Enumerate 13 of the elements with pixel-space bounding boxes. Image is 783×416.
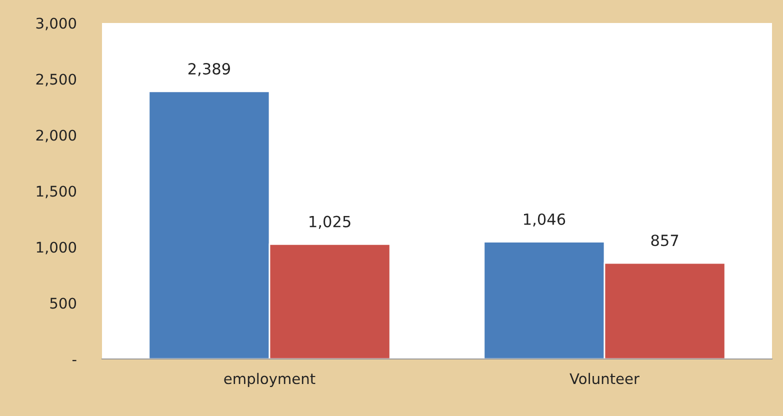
data-label: 2,389: [188, 63, 230, 76]
y-tick-label: 2,500: [36, 74, 76, 86]
y-tick-label: -: [72, 360, 76, 362]
x-tick-label: employment: [224, 372, 316, 388]
x-tick-label: Volunteer: [570, 372, 640, 384]
y-tick-label: 1,000: [36, 242, 76, 254]
y-tick-label: 2,000: [36, 130, 76, 142]
data-label: 857: [651, 234, 678, 246]
data-label: 1,046: [524, 213, 566, 227]
data-label: 1,025: [310, 216, 350, 229]
y-tick-label: 3,000: [36, 18, 76, 30]
y-tick-label: 500: [50, 298, 76, 309]
y-tick-label: 1,500: [36, 186, 76, 198]
